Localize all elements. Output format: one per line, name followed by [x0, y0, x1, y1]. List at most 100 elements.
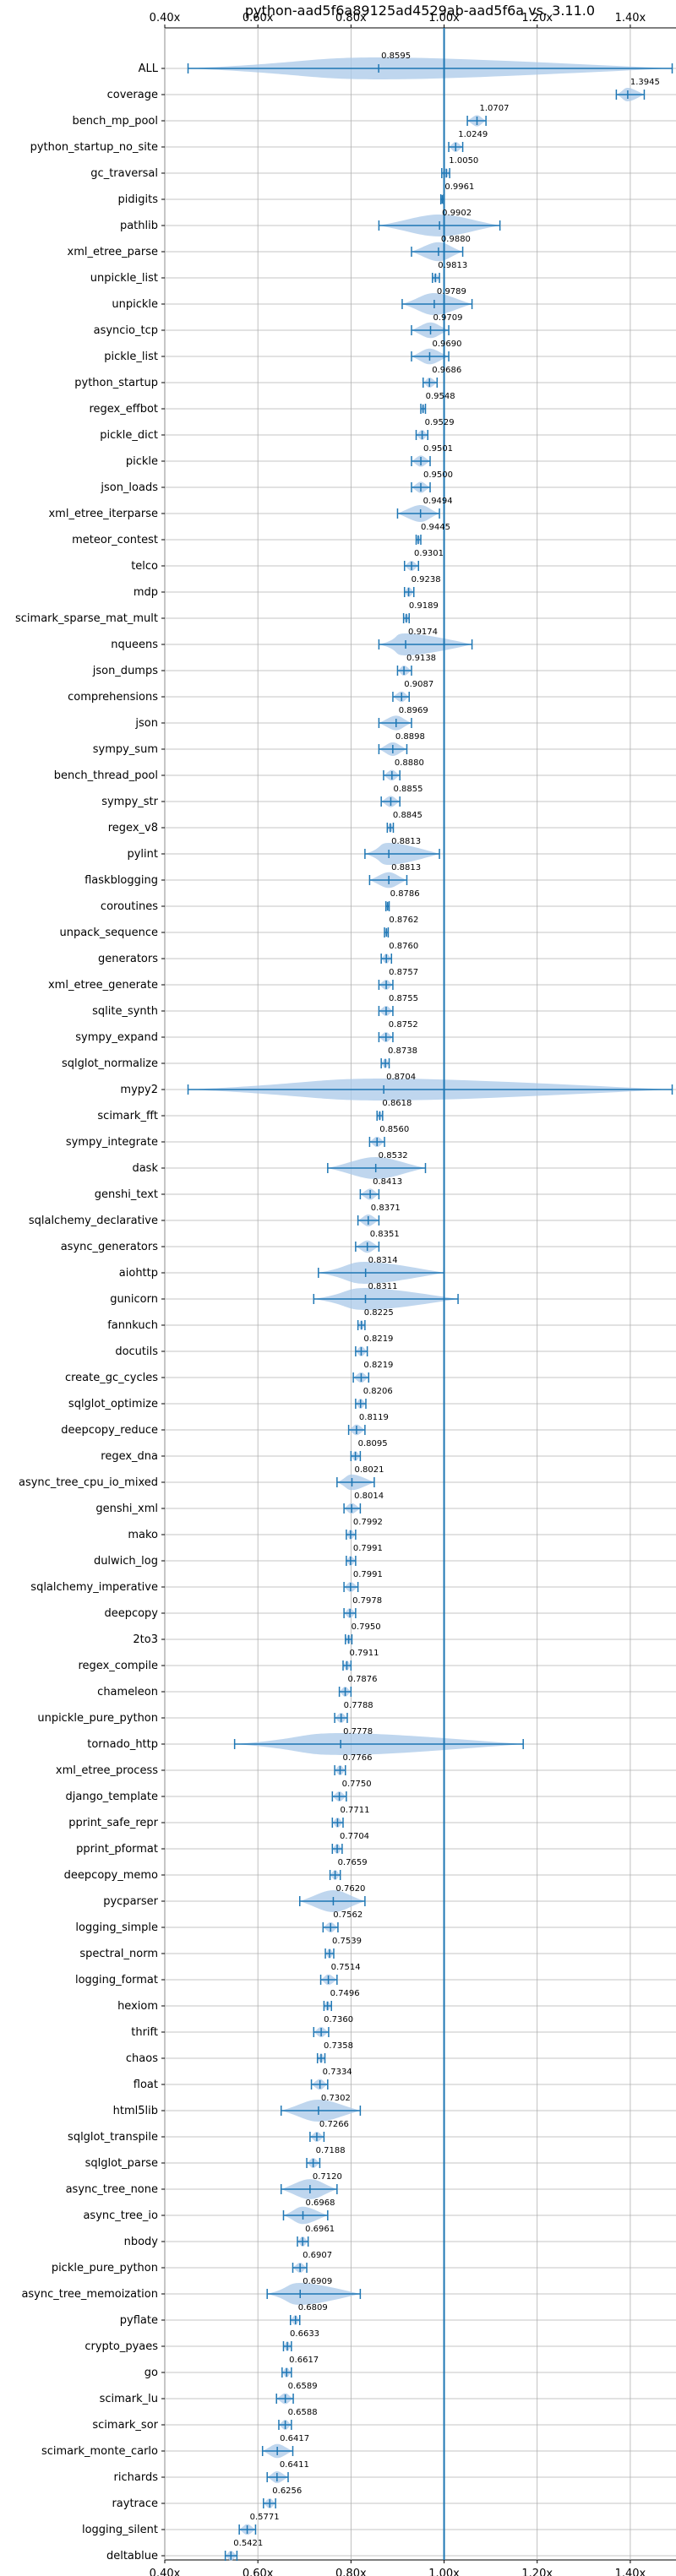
category-label: nqueens — [111, 639, 158, 651]
category-label: coroutines — [101, 900, 158, 913]
category-label: async_generators — [61, 1241, 159, 1253]
category-label: docutils — [115, 1345, 158, 1358]
category-label: scimark_fft — [97, 1110, 158, 1122]
category-label: regex_effbot — [89, 403, 158, 416]
value-label: 0.6909 — [303, 2277, 332, 2286]
x-tick-label-top: 1.20x — [521, 12, 553, 24]
category-label: unpack_sequence — [59, 927, 158, 939]
category-label: python_startup — [74, 377, 158, 389]
category-label: sympy_str — [101, 796, 158, 808]
value-label: 1.0249 — [458, 130, 488, 139]
value-label: 0.7120 — [313, 2172, 342, 2182]
value-label: 0.6907 — [303, 2251, 332, 2260]
value-label: 0.8786 — [390, 889, 420, 899]
value-label: 0.7360 — [324, 2015, 353, 2024]
category-label: mdp — [134, 586, 158, 599]
value-label: 0.8119 — [359, 1413, 389, 1422]
value-label: 0.8760 — [389, 942, 418, 951]
category-label: sqlglot_parse — [85, 2157, 158, 2170]
x-tick-labels-top: 0.40x 0.60x 0.80x 1.00x 1.20x 1.40x — [150, 12, 646, 24]
value-label: 0.9138 — [406, 654, 436, 663]
value-label: 0.8311 — [368, 1282, 397, 1291]
value-label: 0.8371 — [371, 1204, 401, 1213]
value-label: 0.9189 — [409, 601, 439, 611]
value-label: 0.7514 — [331, 1963, 361, 1972]
value-label: 0.9087 — [404, 680, 433, 689]
value-label: 0.9548 — [426, 392, 455, 401]
category-label: xml_etree_parse — [68, 246, 158, 258]
value-label: 1.3945 — [630, 78, 660, 87]
value-label: 0.7991 — [353, 1544, 383, 1553]
category-label: gunicorn — [110, 1293, 158, 1306]
x-tick-label-bottom: 0.80x — [335, 2568, 367, 2576]
category-label: pycparser — [103, 1895, 158, 1908]
value-label: 0.9529 — [425, 418, 455, 427]
value-label: 0.6256 — [272, 2486, 302, 2496]
value-label: 0.8845 — [393, 811, 422, 820]
value-label: 0.6633 — [290, 2329, 319, 2339]
value-label: 0.9813 — [438, 261, 467, 270]
category-label: bench_mp_pool — [72, 115, 158, 128]
value-label: 0.8762 — [389, 916, 418, 925]
value-label: 0.7266 — [319, 2120, 349, 2129]
value-label: 1.0707 — [479, 104, 509, 113]
category-label: pickle_dict — [100, 429, 158, 442]
category-label: xml_etree_process — [56, 1764, 158, 1777]
value-label: 0.7188 — [316, 2146, 346, 2155]
value-label: 0.7766 — [342, 1753, 372, 1763]
category-label: scimark_monte_carlo — [41, 2445, 158, 2458]
category-label: genshi_text — [95, 1188, 158, 1201]
category-label: pprint_safe_repr — [68, 1817, 158, 1829]
value-label: 0.8704 — [386, 1073, 416, 1082]
category-label: raytrace — [112, 2497, 158, 2510]
value-label: 0.8880 — [395, 758, 424, 768]
category-label: aiohttp — [119, 1267, 158, 1280]
value-label: 0.8752 — [389, 1020, 418, 1030]
category-label: sqlglot_normalize — [62, 1057, 158, 1070]
category-label: sqlglot_transpile — [68, 2131, 158, 2144]
value-label: 0.6617 — [289, 2356, 319, 2365]
category-label: pprint_pformat — [76, 1843, 158, 1856]
category-label: regex_v8 — [108, 822, 158, 834]
x-tick-label-top: 0.80x — [335, 12, 367, 24]
category-label: pickle — [126, 455, 158, 468]
value-label: 0.8206 — [363, 1387, 393, 1396]
category-label: sympy_sum — [93, 743, 158, 756]
value-label: 0.6961 — [305, 2225, 335, 2234]
category-label: deltablue — [106, 2550, 158, 2562]
category-label: pidigits — [118, 193, 159, 206]
category-label: meteor_contest — [72, 534, 158, 546]
category-label: richards — [114, 2471, 159, 2484]
x-tick-label-top: 1.00x — [428, 12, 460, 24]
x-tick-labels-bottom: 0.40x 0.60x 0.80x 1.00x 1.20x 1.40x — [150, 2568, 646, 2576]
category-label: telco — [131, 560, 158, 573]
value-label: 0.7620 — [335, 1884, 365, 1894]
category-label: async_tree_none — [66, 2183, 158, 2196]
value-label: 0.7778 — [343, 1727, 373, 1736]
value-label: 1.0050 — [449, 156, 478, 166]
value-label: 0.9686 — [432, 366, 461, 375]
value-label: 0.8855 — [393, 785, 422, 794]
value-label: 0.6588 — [288, 2408, 318, 2417]
category-label: sympy_integrate — [66, 1136, 158, 1149]
x-tick-label-top: 0.40x — [150, 12, 181, 24]
category-label: async_tree_cpu_io_mixed — [19, 1476, 158, 1489]
value-label: 0.8014 — [354, 1492, 384, 1501]
category-label: 2to3 — [133, 1633, 158, 1646]
value-label: 0.6589 — [288, 2382, 318, 2391]
value-label: 0.6809 — [298, 2303, 328, 2312]
value-label: 0.9500 — [423, 470, 453, 480]
value-label: 0.9902 — [442, 209, 472, 218]
category-label: logging_silent — [82, 2524, 158, 2536]
x-tick-label-top: 0.60x — [243, 12, 274, 24]
value-label: 0.9789 — [437, 287, 466, 296]
value-label: 0.9238 — [412, 575, 441, 584]
value-label: 0.9174 — [408, 628, 438, 637]
category-label: tornado_http — [87, 1738, 158, 1751]
category-label: json_dumps — [92, 665, 158, 677]
category-label: gc_traversal — [90, 167, 158, 180]
value-label: 0.8618 — [382, 1099, 412, 1108]
category-label: chaos — [126, 2052, 158, 2065]
value-label: 0.8595 — [381, 52, 411, 61]
category-label: spectral_norm — [79, 1948, 158, 1960]
